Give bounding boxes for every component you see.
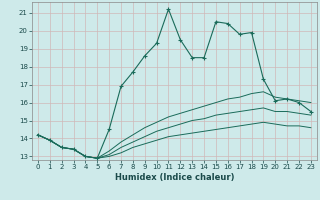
X-axis label: Humidex (Indice chaleur): Humidex (Indice chaleur) bbox=[115, 173, 234, 182]
